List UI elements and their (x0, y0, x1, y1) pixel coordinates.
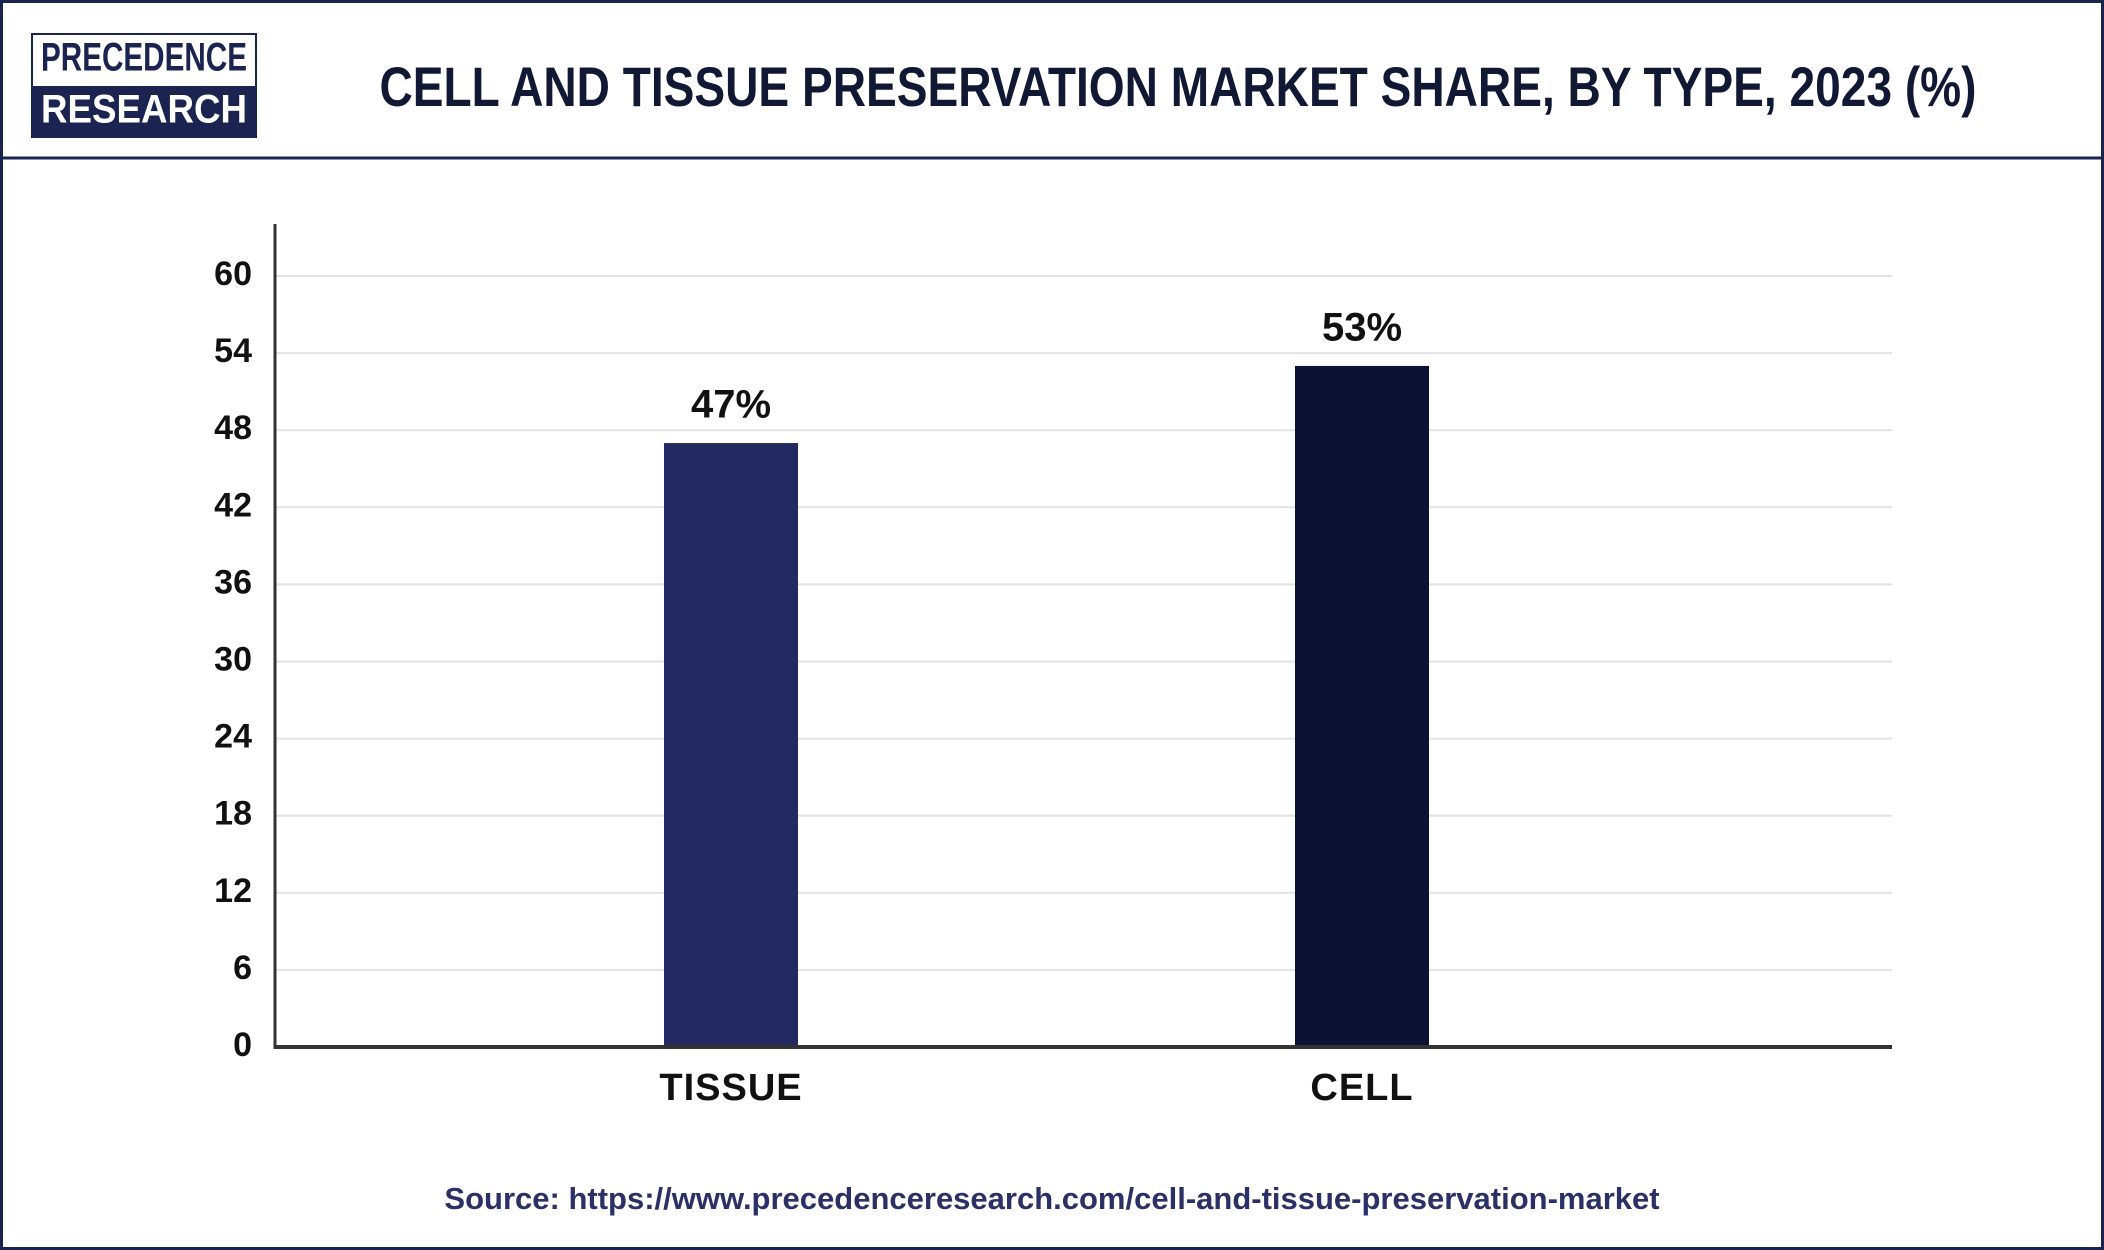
logo-band (32, 86, 256, 137)
value-label: 47% (691, 383, 771, 427)
y-tick-label: 30 (214, 640, 252, 678)
y-tick-label: 24 (214, 718, 252, 756)
y-tick-label: 48 (214, 409, 252, 447)
y-tick-label: 60 (214, 255, 252, 293)
value-label: 53% (1322, 306, 1402, 350)
x-tick-label: CELL (1310, 1067, 1413, 1109)
y-tick-label: 18 (214, 795, 252, 833)
bar (664, 443, 798, 1047)
y-tick-label: 0 (233, 1026, 252, 1064)
chart-title: CELL AND TISSUE PRESERVATION MARKET SHAR… (380, 55, 1977, 118)
logo: PRECEDENCE RESEARCH (31, 33, 257, 138)
y-tick-label: 54 (214, 332, 252, 370)
logo-line2: RESEARCH (41, 88, 247, 132)
y-tick-label: 6 (233, 949, 252, 987)
source: Source: https://www.precedenceresearch.c… (444, 1181, 1659, 1216)
y-tick-label: 12 (214, 872, 252, 910)
bar (1295, 365, 1429, 1047)
y-tick-label: 36 (214, 563, 252, 601)
x-tick-label: TISSUE (659, 1067, 802, 1109)
logo-line1: PRECEDENCE (41, 36, 247, 80)
y-tick-label: 42 (214, 486, 252, 524)
